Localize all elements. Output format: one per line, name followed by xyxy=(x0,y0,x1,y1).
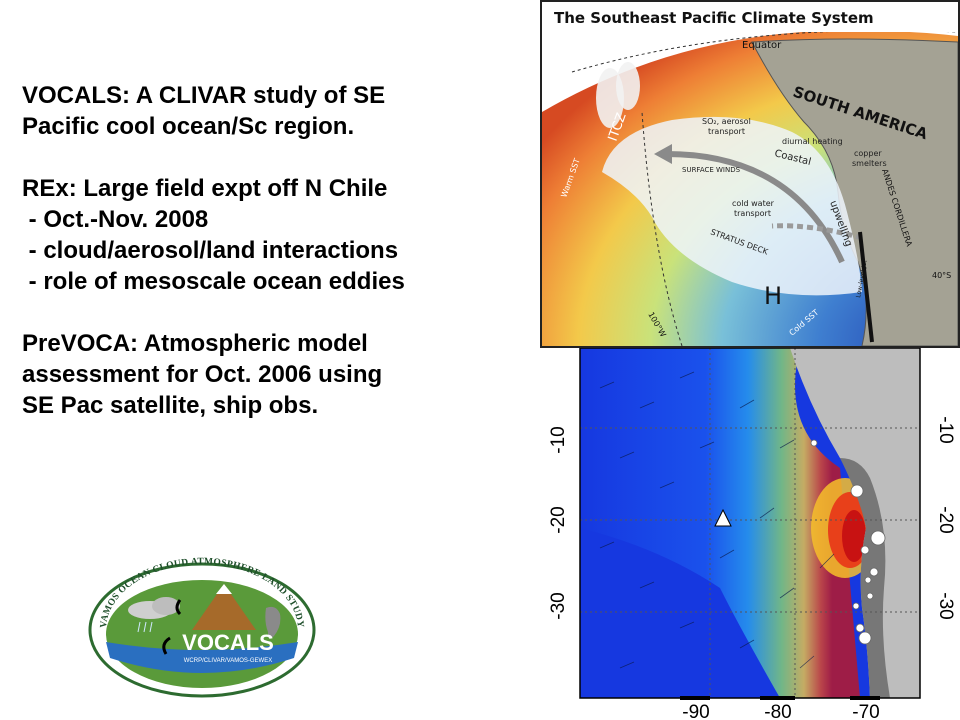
cold-water-transport-label: transport xyxy=(734,209,771,218)
y-tick-left: -10 xyxy=(548,426,569,453)
x-tick: -70 xyxy=(852,702,879,720)
y-tick-left: -20 xyxy=(548,506,569,533)
vocals-line-2: Pacific cool ocean/Sc region. xyxy=(22,113,355,140)
y-tick-right: -30 xyxy=(935,592,956,619)
station-dot xyxy=(810,439,818,447)
surface-winds-label: SURFACE WINDS xyxy=(682,166,741,174)
station-dot xyxy=(869,567,879,577)
y-tick-right: -10 xyxy=(935,416,956,443)
prevoca-line-1: PreVOCA: Atmospheric model xyxy=(22,330,368,357)
cold-water-label: cold water xyxy=(732,199,775,208)
station-dot xyxy=(866,592,874,600)
y-tick-right: -20 xyxy=(935,506,956,533)
rex-bullet-1: - Oct.-Nov. 2008 xyxy=(22,206,209,233)
stratus-deck xyxy=(602,116,862,296)
station-dot xyxy=(850,484,864,498)
lat-40-label: 40°S xyxy=(932,271,951,280)
x-tick: -90 xyxy=(682,702,709,720)
climate-system-diagram: The Southeast Pacific Climate System Equ… xyxy=(540,0,960,348)
copper-label: copper xyxy=(854,149,882,158)
rex-bullet-2: - cloud/aerosol/land interactions xyxy=(22,237,399,264)
rex-bullet-3: - role of mesoscale ocean eddies xyxy=(22,268,405,295)
ship-marker xyxy=(714,508,732,527)
description-text: VOCALS: A CLIVAR study of SE Pacific coo… xyxy=(22,80,542,421)
station-dot xyxy=(858,631,872,645)
prevoca-line-3: SE Pac satellite, ship obs. xyxy=(22,392,319,419)
smelters-label: smelters xyxy=(852,159,887,168)
y-tick-left: -30 xyxy=(548,592,569,619)
logo-subtext: WCRP/CLIVAR/VAMOS-GEWEX xyxy=(184,658,272,664)
station-dot xyxy=(864,576,872,584)
so2-transport-label: transport xyxy=(708,127,745,136)
diurnal-heating-label: diurnal heating xyxy=(782,137,843,146)
equator-label: Equator xyxy=(742,40,782,51)
logo-name: VOCALS xyxy=(182,630,274,655)
station-dot xyxy=(860,545,870,555)
diagram-title: The Southeast Pacific Climate System xyxy=(554,9,874,27)
southeast-pacific-map: -10 -20 -30 -10 -20 -30 -90 -80 -70 xyxy=(540,348,960,720)
prevoca-line-2: assessment for Oct. 2006 using xyxy=(22,361,383,388)
rex-line-1: REx: Large field expt off N Chile xyxy=(22,175,388,202)
station-dot xyxy=(852,602,860,610)
map-land xyxy=(790,348,920,698)
so2-label: SO₂, aerosol xyxy=(702,117,751,126)
x-tick: -80 xyxy=(764,702,791,720)
vocals-line-1: VOCALS: A CLIVAR study of SE xyxy=(22,82,386,109)
station-dot xyxy=(855,623,865,633)
high-pressure-label: H xyxy=(764,282,782,310)
vocals-logo: VAMOS OCEAN CLOUD ATMOSPHERE LAND STUDY … xyxy=(84,548,320,698)
station-dot xyxy=(870,530,886,546)
